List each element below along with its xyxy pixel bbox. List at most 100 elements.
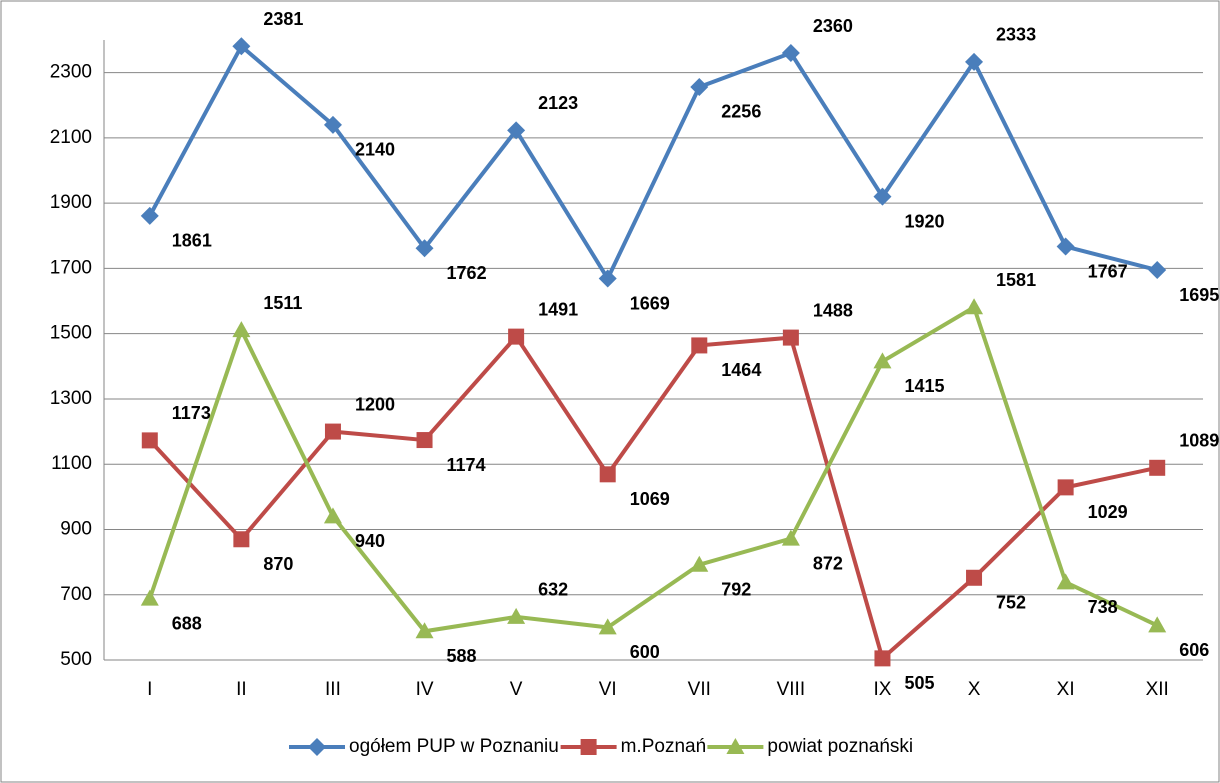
y-tick-label: 1700 (50, 257, 92, 278)
marker (1057, 479, 1074, 496)
x-tick-label: IX (873, 679, 891, 700)
marker (415, 622, 434, 639)
y-tick-label: 500 (60, 649, 92, 670)
data-label: 2360 (813, 16, 853, 36)
marker (873, 352, 892, 369)
marker (781, 529, 800, 546)
marker (598, 618, 617, 635)
data-label: 1491 (538, 299, 578, 319)
y-tick-label: 700 (60, 584, 92, 605)
x-tick-label: III (325, 679, 341, 700)
marker (415, 239, 434, 258)
marker (874, 650, 891, 667)
data-label: 632 (538, 580, 568, 600)
marker (416, 432, 433, 449)
data-label: 505 (904, 673, 934, 693)
marker (1056, 237, 1075, 256)
data-label: 1762 (447, 263, 487, 283)
data-label: 1581 (996, 270, 1036, 290)
marker (141, 432, 158, 449)
y-tick-label: 2300 (50, 62, 92, 83)
data-label: 1069 (630, 489, 670, 509)
data-label: 600 (630, 642, 660, 662)
legend-label: ogółem PUP w Poznaniu (349, 736, 559, 757)
data-label: 1767 (1088, 261, 1128, 281)
legend-label: powiat poznański (767, 736, 913, 757)
data-label: 1920 (904, 211, 944, 231)
x-tick-label: I (147, 679, 152, 700)
data-label: 940 (355, 531, 385, 551)
data-label: 688 (172, 613, 202, 633)
marker (233, 531, 250, 548)
data-label: 2381 (263, 9, 303, 29)
data-label: 1511 (263, 293, 302, 313)
series-line (148, 43, 1158, 283)
marker (690, 77, 709, 96)
marker (781, 44, 800, 63)
marker (598, 269, 617, 288)
data-label: 1488 (813, 300, 853, 320)
marker (507, 121, 526, 140)
data-label: 1173 (172, 403, 211, 423)
y-tick-label: 1900 (50, 192, 92, 213)
x-tick-label: X (968, 679, 981, 700)
y-tick-label: 1500 (50, 323, 92, 344)
marker (508, 328, 525, 345)
data-label: 2123 (538, 93, 578, 113)
marker (1056, 573, 1075, 590)
x-tick-label: V (510, 679, 523, 700)
marker (691, 337, 708, 354)
data-label: 738 (1088, 597, 1118, 617)
y-tick-label: 1300 (50, 388, 92, 409)
data-label: 1174 (447, 455, 486, 475)
x-tick-label: XI (1057, 679, 1075, 700)
data-label: 1415 (904, 376, 944, 396)
data-label: 588 (447, 646, 477, 666)
data-label: 2256 (721, 102, 761, 122)
data-label: 752 (996, 593, 1026, 613)
x-tick-label: VIII (777, 679, 806, 700)
marker (580, 739, 597, 755)
series-line (147, 304, 1159, 634)
marker (232, 321, 251, 338)
marker (599, 466, 616, 483)
x-tick-label: IV (416, 679, 434, 700)
data-label: 1695 (1179, 285, 1219, 305)
series-line (148, 333, 1158, 662)
marker (966, 569, 983, 586)
marker (690, 555, 709, 572)
marker (726, 738, 745, 754)
data-label: 1669 (630, 293, 670, 313)
marker (873, 187, 892, 206)
marker (232, 37, 251, 56)
marker (965, 298, 984, 315)
data-label: 870 (263, 554, 293, 574)
data-label: 792 (721, 579, 751, 599)
y-tick-label: 900 (60, 518, 92, 539)
data-label: 1464 (721, 360, 761, 380)
data-label: 1029 (1088, 502, 1128, 522)
marker (507, 607, 526, 624)
marker (1149, 459, 1166, 476)
x-tick-label: II (236, 679, 247, 700)
marker (323, 507, 342, 524)
marker (308, 738, 326, 756)
x-tick-label: VII (688, 679, 711, 700)
data-label: 1089 (1179, 431, 1219, 451)
marker (140, 589, 159, 606)
data-label: 872 (813, 553, 843, 573)
marker (324, 423, 341, 440)
x-tick-label: XII (1146, 679, 1169, 700)
x-tick-label: VI (599, 679, 617, 700)
data-label: 606 (1179, 640, 1209, 660)
data-label: 1861 (172, 231, 212, 251)
marker (965, 52, 984, 71)
y-tick-label: 2100 (50, 127, 92, 148)
legend-label: m.Poznań (621, 736, 707, 757)
data-label: 1200 (355, 394, 395, 414)
marker (323, 115, 342, 134)
data-label: 2333 (996, 25, 1036, 45)
y-tick-label: 1100 (51, 453, 92, 474)
